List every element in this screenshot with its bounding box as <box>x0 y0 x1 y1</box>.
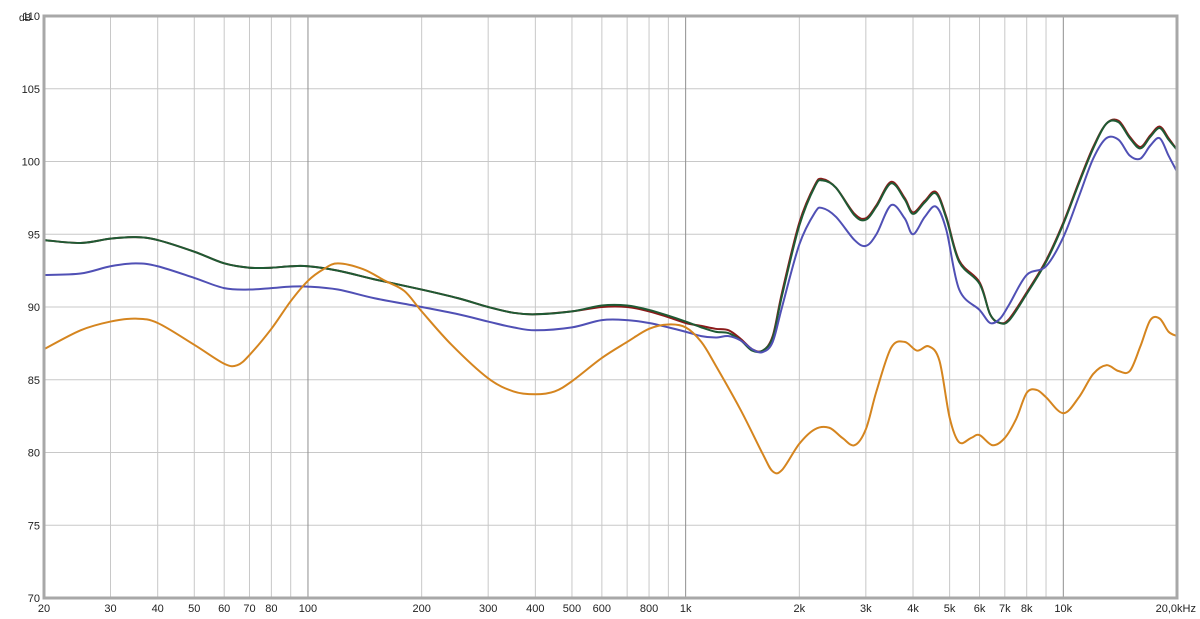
y-tick-label: 70 <box>28 593 40 605</box>
x-tick-label: 80 <box>265 603 277 615</box>
x-tick-label: 50 <box>188 603 200 615</box>
series-line-2 <box>43 119 1178 354</box>
y-tick-label: 90 <box>28 302 40 314</box>
y-tick-label: 105 <box>22 84 40 96</box>
x-tick-label: 10k <box>1054 603 1072 615</box>
series-line-3 <box>43 135 1178 354</box>
x-tick-label: 8k <box>1021 603 1033 615</box>
x-tick-label: 4k <box>907 603 919 615</box>
x-tick-label: 40 <box>152 603 164 615</box>
x-tick-label: 30 <box>104 603 116 615</box>
y-tick-label: 80 <box>28 448 40 460</box>
y-axis-unit: dB <box>19 13 32 24</box>
y-axis-labels: 70 75 80 85 90 95 100 105 110 <box>22 11 40 605</box>
series-line-4 <box>43 262 1178 475</box>
y-tick-label: 100 <box>22 157 40 169</box>
x-tick-label: 70 <box>243 603 255 615</box>
x-tick-label: 100 <box>299 603 317 615</box>
x-tick-label: 6k <box>974 603 986 615</box>
y-tick-label: 85 <box>28 375 40 387</box>
plot-frame <box>42 14 1179 600</box>
x-tick-label: 500 <box>563 603 581 615</box>
x-tick-label: 400 <box>526 603 544 615</box>
x-tick-label: 800 <box>640 603 658 615</box>
x-tick-label: 600 <box>593 603 611 615</box>
grid-major <box>307 16 1064 598</box>
y-tick-label: 110 <box>22 11 40 23</box>
x-tick-label: 2k <box>794 603 806 615</box>
x-tick-label: 60 <box>218 603 230 615</box>
x-tick-label: 200 <box>412 603 430 615</box>
x-tick-label: 20 <box>38 603 50 615</box>
x-tick-label: 20,0kHz <box>1156 603 1196 615</box>
series-layer <box>43 118 1178 475</box>
x-tick-label: 7k <box>999 603 1011 615</box>
x-tick-label: 5k <box>944 603 956 615</box>
x-tick-label: 1k <box>680 603 692 615</box>
x-axis-labels: 20 30 40 50 60 70 80 100 200 300 400 500 600 800 1k 2k 3… <box>38 603 1196 615</box>
grid-minor <box>44 16 1177 598</box>
y-tick-label: 95 <box>28 229 40 241</box>
y-tick-label: 75 <box>28 520 40 532</box>
x-tick-label: 300 <box>479 603 497 615</box>
x-tick-label: 3k <box>860 603 872 615</box>
